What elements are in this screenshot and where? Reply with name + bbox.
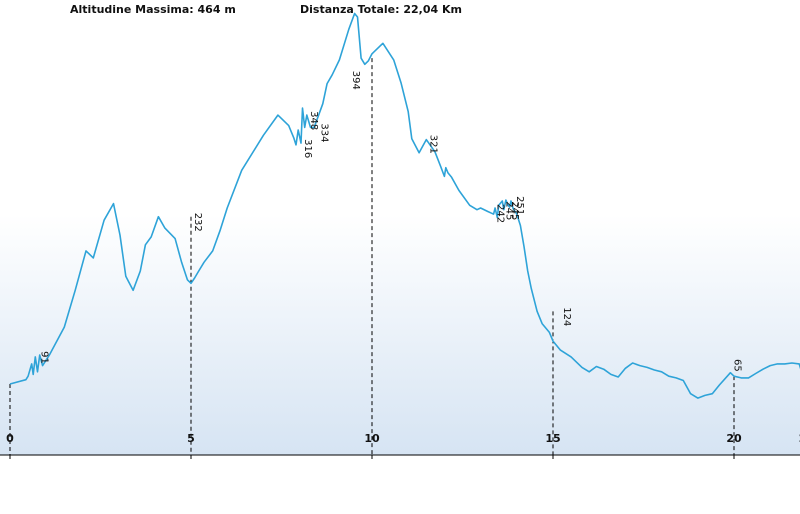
max-altitude: Altitudine Massima: 464 m	[70, 3, 236, 16]
x-tick-label-4: 20	[726, 432, 742, 445]
total-distance-label: Distanza Totale:	[300, 3, 400, 16]
max-altitude-label: Altitudine Massima:	[70, 3, 194, 16]
drop-lines	[9, 58, 735, 455]
x-tick-label-0: 0	[6, 432, 14, 445]
x-tick-label-2: 10	[364, 432, 380, 445]
elevation-label-8: 245	[503, 201, 514, 220]
max-altitude-value: 464 m	[197, 3, 236, 16]
elevation-label-0: 91	[39, 351, 50, 364]
plot-background	[0, 18, 800, 455]
elevation-label-7: 242	[495, 204, 506, 223]
elevation-label-9: 245	[509, 201, 520, 220]
elevation-label-5: 394	[350, 71, 361, 90]
elevation-label-3: 348	[308, 111, 319, 130]
total-distance-value: 22,04 Km	[403, 3, 462, 16]
x-axis-ticks: 0 5 10 15 20 22	[6, 432, 800, 459]
elevation-line	[9, 12, 800, 399]
elevation-label-12: 65	[731, 359, 742, 372]
x-tick-label-1: 5	[187, 432, 195, 445]
elevation-label-6: 321	[427, 135, 438, 154]
elevation-label-2: 316	[302, 139, 313, 158]
total-distance: Distanza Totale: 22,04 Km	[300, 3, 462, 16]
elevation-label-10: 251	[514, 196, 525, 215]
elevation-label-1: 232	[192, 213, 203, 232]
profile-series	[9, 12, 800, 399]
x-tick-label-3: 15	[545, 432, 560, 445]
elevation-label-4: 334	[319, 123, 330, 142]
x-tick-label-5: 22	[799, 432, 800, 445]
elevation-label-11: 124	[561, 307, 572, 326]
chart-header: Altitudine Massima: 464 m Distanza Total…	[0, 0, 800, 18]
